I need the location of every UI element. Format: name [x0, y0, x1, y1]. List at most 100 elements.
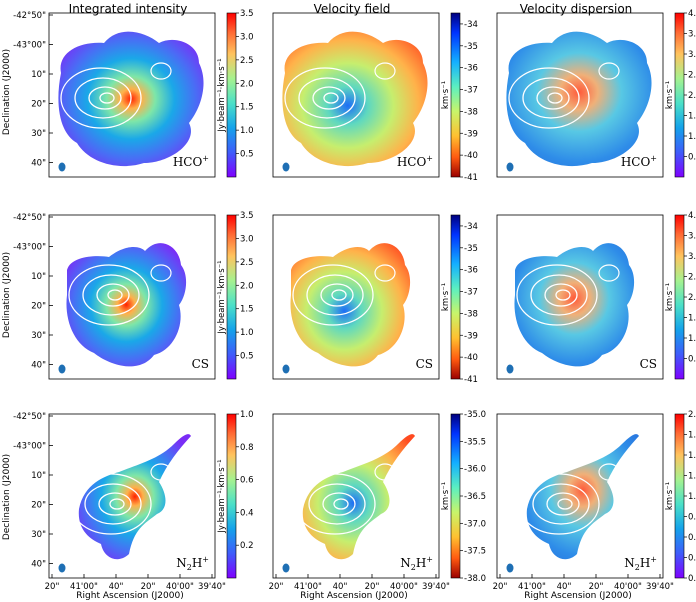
cbar-tick-label: 2.5 [240, 56, 254, 66]
cbar-tick-label: 2.5 [688, 273, 696, 283]
data-map [78, 434, 191, 560]
col-title-velocity: Velocity field [314, 2, 391, 16]
cbar-tick-label: -35.5 [464, 437, 486, 447]
axes-frame [272, 413, 440, 579]
cbar-tick-label: -36.0 [464, 465, 486, 475]
cbar-tick-label: -35 [464, 244, 478, 254]
ylabel-row1: Declination (J2000) [2, 252, 12, 338]
x-tick-label: 20" [493, 582, 508, 592]
cbar-tick-label: 0.4 [240, 508, 254, 518]
x-tick-label: 40" [109, 582, 124, 592]
xlabel-col1: Right Ascension (J2000) [300, 591, 407, 601]
molecule-label: CS [416, 357, 433, 371]
cbar-tick-label: -41 [464, 375, 478, 385]
cbar-tick-label: 3.5 [240, 9, 254, 19]
y-tick-label: -42°50" [13, 11, 46, 21]
x-tick-label: 20" [141, 582, 156, 592]
axes-frame [496, 413, 664, 579]
data-map [514, 243, 635, 367]
cbar-label: km·s⁻¹ [665, 81, 675, 109]
panel-r1-c1: CS -34 -35 -36 -37 -38 -39 -40 -41 km·s⁻¹ [272, 214, 478, 385]
data-map [290, 243, 411, 367]
contour-line [555, 289, 571, 301]
cbar-tick-label: 1.5 [688, 112, 696, 122]
contour-line [84, 483, 142, 525]
cbar-tick-label: -38.0 [464, 574, 486, 584]
x-tick-label: 40" [557, 582, 572, 592]
molecule-label: HCO+ [173, 154, 209, 169]
cbar-label: km·s⁻¹ [441, 81, 451, 109]
colorbar [226, 413, 237, 579]
beam-ellipse [282, 563, 290, 573]
y-tick-label: 20" [31, 100, 46, 110]
contour-line [544, 283, 578, 307]
cbar-tick-label: -39 [464, 331, 478, 341]
xlabel-col0: Right Ascension (J2000) [76, 591, 183, 601]
panel-r2-c1: N2H+ 20" 41'00" 40" 20" 40'00" 39'40" -35.0 -35.… [269, 410, 486, 592]
contour-line [374, 463, 396, 481]
contour-line [292, 264, 374, 326]
cbar-tick-label: -37.5 [464, 547, 486, 557]
contour-line [74, 77, 132, 119]
beam-ellipse [506, 563, 514, 573]
cbar-tick-label: -40 [464, 151, 478, 161]
contour-line [99, 92, 115, 104]
beam-ellipse [58, 364, 66, 374]
axes-frame [496, 214, 664, 380]
cbar-tick-label: 0.25 [688, 554, 696, 564]
x-tick-label: 40'00" [166, 582, 194, 592]
cbar-tick-label: 0.6 [240, 476, 254, 486]
panel-r1-c0: CS -42°50" -43°00" 10" 20" 30" 40" 0.5 1.0 1.5 2.0… [13, 211, 254, 380]
colorbar [450, 214, 461, 380]
contour-line [150, 463, 172, 481]
contour-line [312, 86, 346, 110]
y-tick-label: 10" [31, 272, 46, 282]
y-tick-label: 40" [31, 361, 46, 371]
y-tick-label: 30" [31, 530, 46, 540]
axes-frame [272, 12, 440, 178]
data-map [526, 434, 639, 560]
cbar-tick-label: 1.00 [688, 492, 696, 502]
cbar-tick-label: -38 [464, 107, 478, 117]
axes-frame [272, 214, 440, 380]
contour-line [536, 86, 570, 110]
cbar-tick-label: -38 [464, 309, 478, 319]
data-map [66, 243, 187, 367]
molecule-label: CS [192, 357, 209, 371]
beam-ellipse [506, 162, 514, 172]
panel-r2-c0: N2H+ -42°50" -43°00" 10" 20" 30" 40" 20" 41'00" 4… [13, 410, 253, 592]
contour-line [598, 62, 620, 80]
contour-line [88, 86, 122, 110]
cbar-tick-label: -34 [464, 20, 478, 30]
cbar-tick-label: 1.5 [240, 305, 254, 315]
cbar-tick-label: 1.5 [688, 314, 696, 324]
cbar-tick-label: 1.0 [688, 132, 696, 142]
molecule-label: N2H+ [400, 555, 433, 572]
y-tick-label: 40" [31, 159, 46, 169]
contour-line [374, 264, 396, 282]
cbar-tick-label: 0.5 [688, 153, 696, 163]
contour-line [308, 483, 366, 525]
contour-line [333, 498, 349, 510]
x-tick-label: 20" [365, 582, 380, 592]
cbar-tick-label: -36 [464, 266, 478, 276]
y-tick-label: -43°00" [13, 41, 46, 51]
cbar-tick-label: 2.0 [240, 79, 254, 89]
x-tick-label: 20" [45, 582, 60, 592]
y-tick-label: 30" [31, 331, 46, 341]
contour-line [374, 62, 396, 80]
contour-line [331, 289, 347, 301]
y-tick-label: 40" [31, 560, 46, 570]
cbar-tick-label: 1.75 [688, 431, 696, 441]
contour-line [306, 274, 364, 316]
data-map [302, 434, 415, 560]
molecule-label: CS [640, 357, 657, 371]
contour-line [516, 264, 598, 326]
contour-line [546, 492, 580, 516]
panel-r0-c0: HCO+ -42°50" -43°00" 10" 20" 30" 40" 0.5 1.0 1.5 2… [13, 9, 254, 178]
y-tick-label: -43°00" [13, 442, 46, 452]
cbar-tick-label: 0.5 [240, 150, 254, 160]
cbar-tick-label: 1.0 [240, 328, 254, 338]
y-tick-label: -42°50" [13, 213, 46, 223]
